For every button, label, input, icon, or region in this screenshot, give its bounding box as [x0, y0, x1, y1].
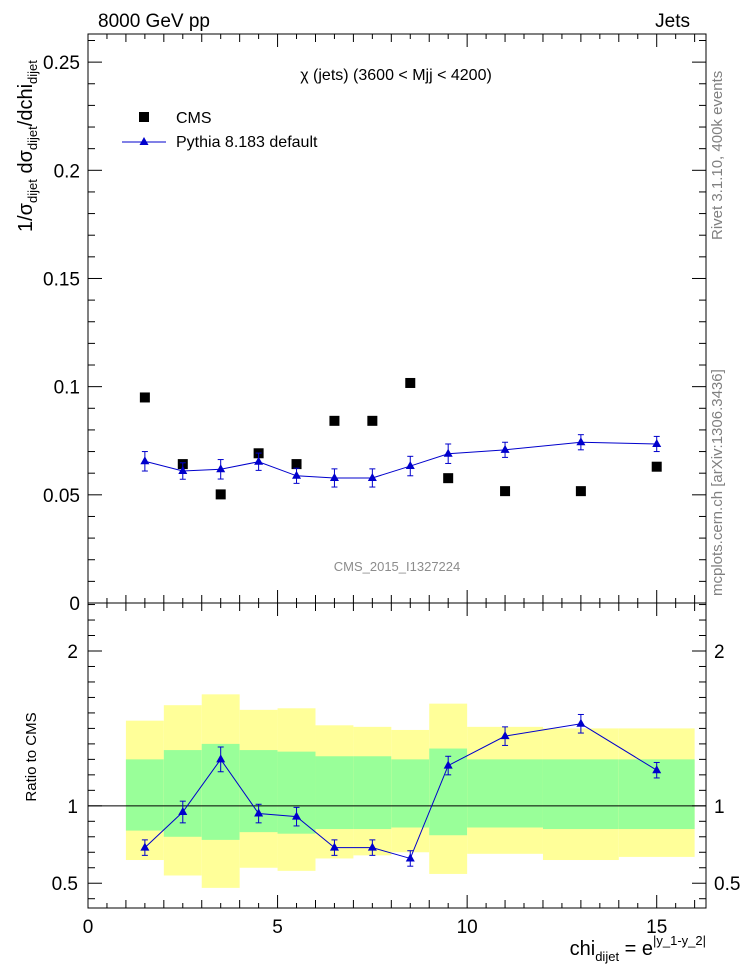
- pythia-point: [292, 470, 302, 479]
- ratio-pythia-point: [140, 842, 150, 851]
- cms-point: [443, 473, 454, 484]
- ratio-pythia-point: [443, 760, 453, 769]
- cms-point: [575, 486, 586, 497]
- pythia-point: [500, 444, 510, 453]
- ratio-y-tick-label-right: 0.5: [714, 874, 740, 895]
- x-tick-label: 15: [646, 917, 667, 938]
- cms-point: [329, 415, 340, 426]
- pythia-point: [140, 456, 150, 465]
- xlabel-chi: chi: [570, 938, 596, 960]
- y-tick-label: 0.1: [54, 378, 80, 399]
- ratio-pythia-point: [652, 765, 662, 774]
- ratio-y-tick-label: 0.5: [52, 874, 78, 895]
- main-plot-area: [139, 377, 662, 500]
- ratio-pythia-point: [500, 731, 510, 740]
- green-band-bin: [353, 756, 392, 830]
- x-tick-label: 5: [272, 917, 283, 938]
- rivet-label: Rivet 3.1.10, 400k events: [709, 71, 726, 240]
- ratio-axis: 0 5 10 15 0.5 0.5 1 1 2 2: [52, 602, 740, 938]
- legend: CMS Pythia 8.183 default: [122, 110, 318, 151]
- watermark: CMS_2015_I1327224: [334, 559, 461, 574]
- green-band-bin: [467, 759, 543, 828]
- cms-point: [367, 415, 378, 426]
- pythia-point: [178, 466, 188, 475]
- ratio-y-tick-label: 1: [67, 797, 78, 818]
- cms-point: [139, 392, 150, 403]
- ratio-pythia-point: [329, 842, 339, 851]
- ratio-y-tick-label-right: 2: [714, 642, 725, 663]
- pythia-point: [216, 464, 226, 473]
- x-tick-label: 10: [457, 917, 478, 938]
- main-title: χ (jets) (3600 < Mjj < 4200): [300, 67, 492, 84]
- pythia-point: [576, 437, 586, 446]
- xlabel-sup: |y_1-y_2|: [653, 933, 706, 948]
- y-tick-label: 0.2: [54, 161, 80, 182]
- pythia-point: [367, 472, 377, 481]
- ratio-pythia-point: [405, 853, 415, 862]
- ratio-y-tick-label: 2: [67, 642, 78, 663]
- xlabel-sub: dijet: [595, 949, 619, 964]
- green-band-bin: [315, 756, 354, 830]
- pythia-point: [329, 472, 339, 481]
- legend-pythia-marker: [139, 137, 149, 145]
- pythia-point: [254, 456, 264, 465]
- ratio-frame: [87, 602, 707, 909]
- ratio-pythia-point: [367, 842, 377, 851]
- green-band-bin: [542, 759, 619, 830]
- ratio-y-tick-label-right: 1: [714, 797, 725, 818]
- ratio-pythia-point: [292, 811, 302, 820]
- legend-cms-label: CMS: [176, 110, 212, 127]
- header-right: Jets: [655, 11, 690, 32]
- legend-cms-marker: [139, 112, 149, 122]
- pythia-line: [144, 441, 657, 479]
- ratio-pythia-point: [254, 808, 264, 817]
- pythia-point: [443, 448, 453, 457]
- green-band-bin: [391, 759, 430, 828]
- y-tick-label: 0.25: [43, 53, 80, 74]
- x-axis-label: chidijet = e|y_1-y_2|: [570, 933, 706, 964]
- cms-point: [405, 377, 416, 388]
- ratio-pythia-point: [178, 807, 188, 816]
- y-tick-label: 0: [69, 594, 80, 615]
- ylabel-sub-2: dijet: [25, 126, 40, 150]
- pythia-point: [652, 438, 662, 447]
- x-tick-label: 0: [83, 917, 94, 938]
- ylabel-part-2: dσ: [15, 149, 37, 179]
- green-band-bin: [125, 759, 164, 831]
- ratio-plot-area: [140, 713, 662, 867]
- legend-pythia-label: Pythia 8.183 default: [176, 134, 318, 151]
- xlabel-eq: = e: [619, 938, 653, 960]
- ratio-y-axis-label: Ratio to CMS: [23, 712, 40, 801]
- ratio-pythia-line: [144, 723, 657, 860]
- cms-point: [215, 489, 226, 500]
- cms-point: [500, 486, 511, 497]
- ylabel-sub-3: dijet: [25, 60, 40, 84]
- cms-point: [291, 459, 302, 470]
- pythia-point: [405, 461, 415, 470]
- mcplots-label: mcplots.cern.ch [arXiv:1306.3436]: [709, 369, 726, 596]
- ratio-uncertainty-bands: [125, 694, 695, 888]
- y-tick-label: 0.15: [43, 269, 80, 290]
- y-tick-label: 0.05: [43, 486, 80, 507]
- ylabel-sub-1: dijet: [25, 179, 40, 203]
- ylabel-part-1: 1/σ: [15, 202, 37, 232]
- header-left: 8000 GeV pp: [98, 11, 210, 32]
- ylabel-part-3: /dchi: [15, 84, 37, 126]
- cms-point: [651, 461, 662, 472]
- main-y-axis-label: 1/σdijet dσdijet/dchidijet: [15, 60, 40, 232]
- ratio-pythia-point: [216, 754, 226, 763]
- ratio-pythia-point: [576, 718, 586, 727]
